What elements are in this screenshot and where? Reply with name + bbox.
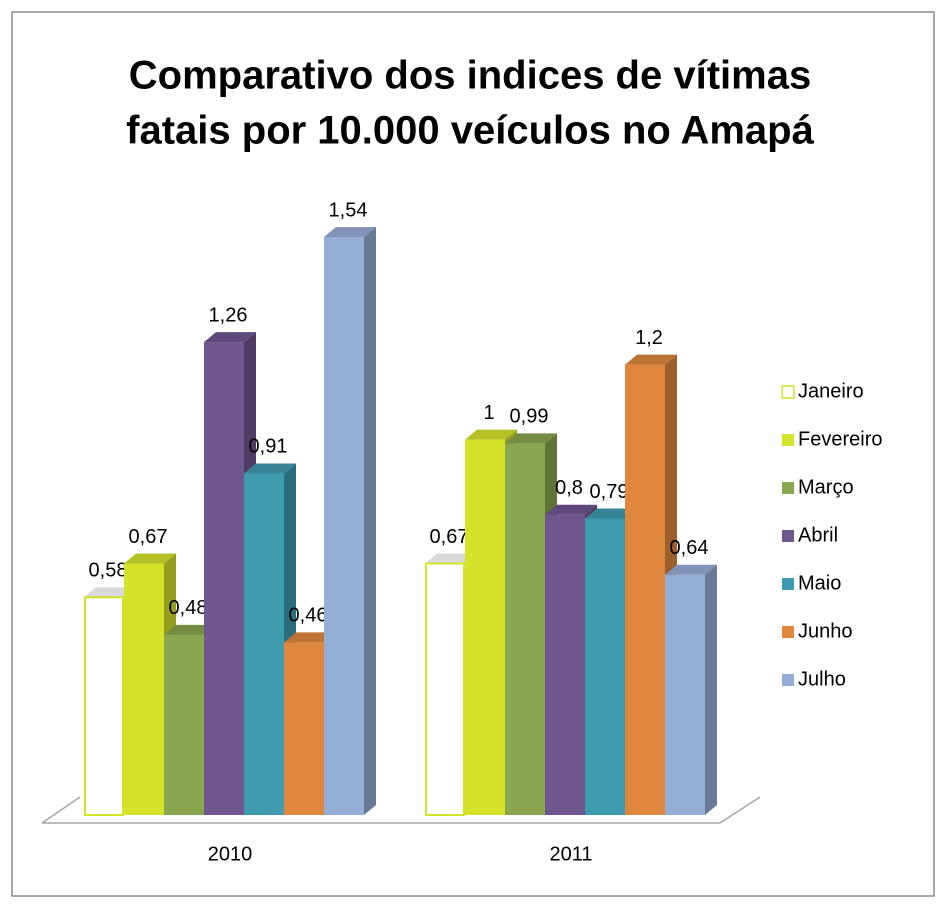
bar-top — [465, 429, 517, 440]
legend-label: Julho — [798, 668, 846, 690]
bar-top — [665, 564, 717, 575]
legend-label: Junho — [798, 620, 853, 642]
bar — [465, 439, 505, 815]
bar-top — [84, 587, 136, 598]
data-label: 1,26 — [209, 304, 248, 326]
bar — [204, 342, 244, 815]
bar-top — [425, 553, 477, 564]
legend-swatch — [781, 385, 795, 399]
bar — [505, 443, 545, 815]
bar — [545, 514, 585, 815]
bar-top — [505, 433, 557, 444]
bar-top — [124, 553, 176, 564]
legend-swatch — [782, 626, 794, 638]
bar-side — [705, 564, 717, 815]
bar-top — [545, 504, 597, 515]
data-label: 0,48 — [169, 597, 208, 619]
bar — [585, 518, 625, 815]
data-label: 0,8 — [555, 477, 583, 499]
bar — [244, 473, 284, 815]
data-label: 1 — [483, 402, 494, 424]
data-label: 1,54 — [329, 199, 368, 221]
chart-title: Comparativo dos indices de vítimas — [129, 54, 811, 98]
data-label: 0,58 — [89, 560, 128, 582]
data-label: 0,79 — [590, 481, 629, 503]
bar — [164, 634, 204, 815]
legend-label: Janeiro — [798, 380, 864, 402]
data-label: 0,46 — [289, 605, 328, 627]
data-label: 0,99 — [510, 406, 549, 428]
floor — [41, 796, 761, 824]
bar — [84, 596, 124, 817]
bar — [625, 364, 665, 815]
data-label: 1,2 — [635, 327, 663, 349]
legend-label: Abril — [798, 524, 838, 546]
chart-title: fatais por 10.000 veículos no Amapá — [126, 109, 814, 153]
bar-top — [585, 508, 637, 519]
bar-top — [284, 632, 336, 643]
data-label: 0,67 — [129, 526, 168, 548]
x-tick-label: 2011 — [549, 843, 592, 865]
bar-top — [164, 624, 216, 635]
legend-swatch — [782, 530, 794, 542]
data-label: 0,64 — [670, 537, 709, 559]
bar-top — [625, 354, 677, 365]
legend-swatch — [782, 434, 794, 446]
bar-top — [204, 332, 256, 343]
bar — [425, 562, 465, 816]
bar — [324, 237, 364, 815]
data-label: 0,67 — [430, 526, 469, 548]
bar-side — [364, 227, 376, 815]
bar — [124, 563, 164, 815]
bar — [665, 574, 705, 815]
legend-swatch — [782, 674, 794, 686]
legend-label: Fevereiro — [798, 428, 882, 450]
legend-label: Maio — [798, 572, 841, 594]
legend-swatch — [782, 482, 794, 494]
bar — [284, 642, 324, 815]
x-tick-label: 2010 — [208, 843, 253, 865]
legend-label: Março — [798, 476, 854, 498]
data-label: 0,91 — [249, 436, 288, 458]
bar-top — [244, 463, 296, 474]
legend-swatch — [782, 578, 794, 590]
bar-top — [324, 227, 376, 237]
